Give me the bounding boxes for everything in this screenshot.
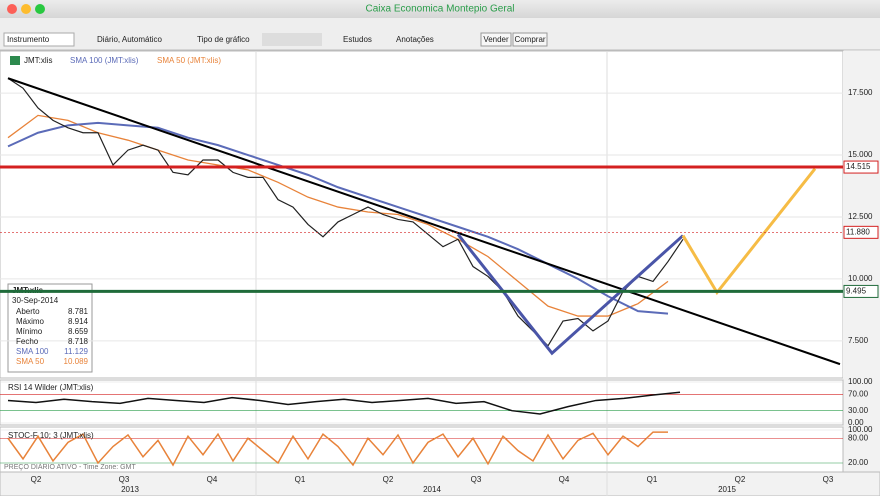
legend-entry: SMA 50 (JMT:xlis) [157,56,221,65]
legend-entry: JMT:xlis [24,56,52,65]
trendline [7,77,841,366]
panel-title: RSI 14 Wilder (JMT:xlis) [8,383,94,392]
quarter-label: Q3 [471,475,482,484]
info-value: 8.781 [68,307,89,316]
y-tick-label: 100.00 [848,425,873,434]
quarter-label: Q3 [823,475,834,484]
info-value: 11.129 [64,347,88,356]
price-tag-label: 11.880 [846,227,870,236]
close-button[interactable] [7,4,17,14]
info-label: SMA 50 [16,357,45,366]
quarter-label: Q1 [647,475,658,484]
panel-title: STOC-F 10; 3 (JMT:xlis) [8,431,94,440]
quarter-label: Q2 [383,475,394,484]
zigzag-line [456,233,685,356]
rsi-line [7,391,681,415]
zoom-tools[interactable] [262,33,322,46]
quarter-label: Q2 [31,475,42,484]
info-label: Mínimo [16,327,43,336]
quarter-label: Q4 [207,475,218,484]
info-label: Máximo [16,317,45,326]
info-value: 10.089 [64,357,89,366]
y-tick-label: 70.00 [848,389,869,398]
quarter-label: Q2 [735,475,746,484]
legend-icon [10,56,20,65]
quarter-label: Q1 [295,475,306,484]
info-value: 8.659 [68,327,89,336]
y-tick-label: 10.000 [848,274,873,283]
y-tick-label: 15.000 [848,150,873,159]
zoom-button[interactable] [35,4,45,14]
info-label: Fecho [16,337,39,346]
info-date: 30-Sep-2014 [12,296,59,305]
y-tick-label: 20.00 [848,458,869,467]
sell-button[interactable] [480,32,512,47]
sma100-line [7,121,669,315]
price-tag [843,225,879,239]
y-tick-label: 80.00 [848,433,869,442]
footer-note: PREÇO DIÁRIO ATIVO - Time Zone: GMT [4,462,136,471]
price-tag-label: 9.495 [846,287,867,296]
y-tick-label: 12.500 [848,212,873,221]
quarter-label: Q3 [119,475,130,484]
price-line [7,77,684,347]
price-tag [843,284,879,298]
title-bar [0,0,880,18]
instrument-input[interactable] [3,32,75,47]
price-tag [843,160,879,174]
price-axis [843,51,880,472]
y-tick-label: 17.500 [848,88,873,97]
buy-label[interactable]: Comprar [514,35,545,44]
y-tick-label: 0.00 [848,418,864,427]
year-label: 2015 [718,485,736,494]
minimize-button[interactable] [21,4,31,14]
info-label: SMA 100 [16,347,49,356]
window-title: Caixa Economica Montepio Geral [366,4,515,15]
instrument-field[interactable]: Instrumento [7,35,50,44]
studies-menu[interactable]: Estudos [343,35,372,44]
time-axis [0,471,880,496]
buy-button[interactable] [512,32,548,47]
toolbar [0,18,880,50]
rsi-panel [0,379,844,426]
stoc-panel [0,426,844,473]
year-label: 2013 [121,485,139,494]
annotations-menu[interactable]: Anotações [396,35,434,44]
stoc-line [7,431,668,467]
sma50-line [7,114,669,317]
sell-label[interactable]: Vender [483,35,509,44]
year-label: 2014 [423,485,441,494]
y-tick-label: 7.500 [848,336,869,345]
legend-entry: SMA 100 (JMT:xlis) [70,56,139,65]
price-tag-label: 14.515 [846,162,871,171]
info-label: Aberto [16,307,40,316]
chart-type-menu[interactable]: Tipo de gráfico [197,35,250,44]
info-value: 8.914 [68,317,89,326]
quarter-label: Q4 [559,475,570,484]
y-tick-label: 100.00 [848,377,873,386]
info-box [7,283,93,373]
y-tick-label: 30.00 [848,406,869,415]
info-value: 8.718 [68,337,89,346]
period-menu[interactable]: Diário, Automático [97,35,162,44]
